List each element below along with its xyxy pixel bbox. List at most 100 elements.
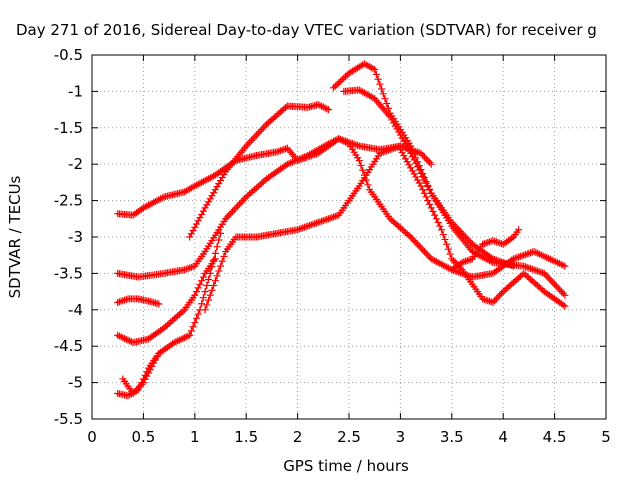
y-axis-label: SDTVAR / TECUs: [6, 175, 24, 298]
data-point: [263, 120, 271, 128]
data-point: [189, 263, 197, 271]
data-point: [415, 166, 423, 174]
data-point: [330, 213, 338, 221]
data-point: [199, 294, 207, 302]
x-axis-label: GPS time / hours: [283, 457, 409, 475]
data-point: [206, 195, 214, 203]
data-point: [388, 216, 396, 224]
data-point: [122, 295, 130, 303]
data-point: [403, 144, 411, 152]
data-point: [220, 252, 228, 260]
data-point: [278, 146, 286, 154]
data-point: [191, 291, 199, 299]
data-point: [359, 166, 367, 174]
data-point: [378, 149, 386, 157]
data-point: [153, 353, 161, 361]
data-point: [201, 204, 209, 212]
data-point: [158, 194, 166, 202]
data-point: [395, 222, 403, 230]
data-point: [282, 145, 290, 153]
data-point: [244, 191, 252, 199]
data-point: [491, 237, 499, 245]
data-point: [217, 262, 224, 270]
data-point: [355, 157, 363, 165]
data-point: [415, 179, 423, 187]
x-tick-label: 3: [396, 428, 406, 446]
data-point: [521, 271, 529, 279]
data-point: [386, 146, 394, 154]
data-point: [193, 288, 201, 296]
data-point: [443, 240, 451, 248]
data-point: [172, 313, 180, 321]
data-point: [191, 223, 199, 231]
y-tick-label: -4.5: [54, 337, 83, 355]
data-point: [186, 331, 194, 339]
data-point: [194, 217, 202, 225]
data-point: [292, 157, 300, 165]
data-point: [379, 148, 387, 156]
data-point: [175, 310, 183, 318]
data-point: [530, 279, 538, 286]
data-point: [206, 291, 214, 299]
data-point: [324, 215, 332, 223]
series-group: [114, 60, 569, 400]
y-tick-label: -5.5: [54, 410, 83, 428]
data-point: [407, 164, 415, 172]
data-point: [280, 145, 288, 153]
data-point: [114, 331, 122, 339]
data-point: [270, 114, 278, 122]
data-point: [391, 144, 399, 152]
data-point: [290, 157, 298, 165]
data-point: [167, 318, 175, 326]
data-point: [398, 143, 406, 151]
data-point: [479, 295, 487, 303]
data-point: [174, 312, 182, 320]
data-point: [141, 375, 149, 383]
data-point: [198, 277, 206, 285]
data-point: [328, 138, 336, 146]
data-point: [521, 251, 529, 259]
data-point: [386, 215, 394, 223]
data-point: [342, 138, 350, 146]
data-point: [482, 239, 490, 247]
data-point: [398, 134, 406, 142]
data-point: [499, 288, 507, 296]
data-point: [388, 116, 396, 124]
data-point: [520, 269, 528, 277]
data-point: [126, 337, 134, 345]
data-point: [520, 262, 528, 270]
data-point: [378, 85, 386, 93]
data-point: [304, 222, 312, 230]
satellite-track-9: [119, 349, 163, 398]
data-point: [535, 268, 543, 276]
data-point: [426, 200, 434, 208]
data-point: [485, 297, 493, 305]
data-point: [211, 249, 219, 257]
data-point: [119, 334, 127, 342]
data-point: [184, 332, 192, 340]
data-point: [155, 349, 163, 357]
data-point: [326, 139, 334, 147]
data-point: [264, 119, 272, 127]
data-point: [201, 306, 209, 314]
data-point: [503, 285, 511, 293]
data-point: [391, 219, 399, 227]
data-point: [249, 187, 257, 195]
data-point: [487, 298, 495, 306]
data-point: [381, 147, 389, 155]
data-point: [218, 257, 226, 265]
x-tick-label: 0.5: [131, 428, 155, 446]
data-point: [302, 152, 310, 160]
data-point: [515, 253, 523, 261]
data-point: [189, 323, 197, 331]
data-point: [210, 282, 218, 290]
data-point: [444, 245, 452, 253]
data-point: [312, 219, 320, 227]
data-point: [251, 185, 259, 193]
data-point: [276, 108, 284, 116]
data-point: [175, 336, 183, 344]
data-point: [383, 100, 391, 108]
data-point: [288, 158, 296, 166]
data-point: [187, 263, 195, 271]
